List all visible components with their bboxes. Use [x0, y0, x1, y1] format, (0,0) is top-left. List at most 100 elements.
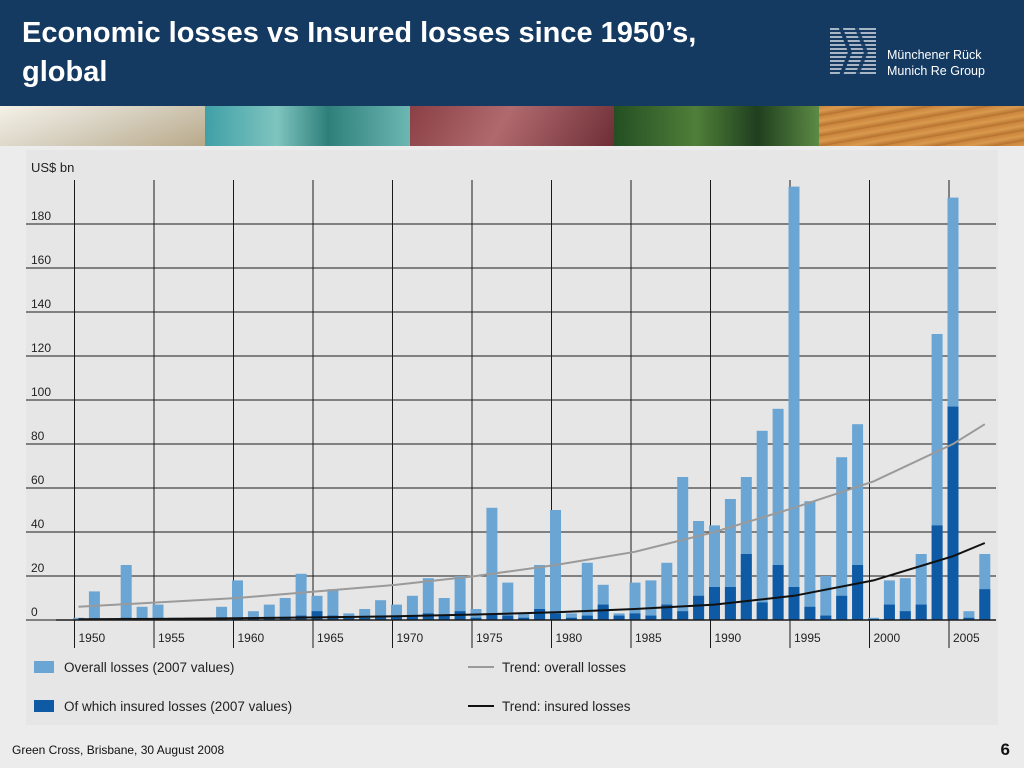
- bar-insured: [931, 525, 943, 620]
- legend-swatch: [34, 661, 54, 673]
- bar-overall: [486, 507, 498, 620]
- bar-insured: [915, 604, 927, 620]
- bar-overall: [915, 554, 927, 620]
- bar-insured: [963, 617, 975, 620]
- photo-forest: [614, 106, 820, 146]
- bar-overall: [359, 609, 371, 620]
- x-tick-label: 1995: [794, 631, 821, 645]
- y-tick-label: 60: [31, 473, 45, 487]
- x-tick-label: 1980: [556, 631, 583, 645]
- x-tick-label: 1975: [476, 631, 503, 645]
- footer-text: Green Cross, Brisbane, 30 August 2008: [12, 743, 225, 757]
- y-tick-label: 180: [31, 209, 51, 223]
- bar-overall: [852, 424, 864, 620]
- y-unit-label: US$ bn: [31, 160, 74, 175]
- bar-overall: [518, 613, 530, 620]
- y-tick-label: 0: [31, 605, 38, 619]
- logo-line-1: Münchener Rück: [887, 48, 982, 62]
- x-tick-label: 2005: [953, 631, 980, 645]
- photo-snow: [0, 106, 205, 146]
- bar-overall: [899, 578, 911, 620]
- legend-label: Overall losses (2007 values): [64, 660, 234, 675]
- y-tick-label: 80: [31, 429, 45, 443]
- axis-layer: US$ bn 0 20 40 60 80 100 120 140 160 180 1950 1955 19…: [31, 160, 996, 645]
- bar-insured: [518, 617, 530, 620]
- logo-wordmark: Münchener Rück Munich Re Group: [887, 47, 985, 79]
- bar-overall: [295, 573, 307, 620]
- bar-overall: [772, 408, 784, 620]
- photo-desert: [819, 106, 1024, 146]
- trend-layer: [78, 423, 986, 621]
- legend-layer: Overall losses (2007 values) Of which ins…: [34, 660, 631, 714]
- bar-overall: [232, 580, 243, 620]
- bar-insured: [391, 615, 402, 620]
- bar-insured: [470, 617, 482, 620]
- x-tick-label: 1950: [79, 631, 106, 645]
- bar-insured: [836, 595, 848, 620]
- bar-overall: [565, 613, 577, 620]
- bar-overall: [883, 580, 895, 620]
- x-tick-label: 1955: [158, 631, 185, 645]
- bar-overall: [645, 580, 657, 620]
- x-tick-label: 1990: [715, 631, 742, 645]
- bar-overall: [327, 589, 339, 620]
- bar-insured: [788, 587, 800, 620]
- bar-overall: [724, 499, 736, 620]
- bar-overall: [311, 595, 323, 620]
- bar-insured: [979, 589, 991, 620]
- bar-overall: [661, 562, 673, 620]
- bar-overall: [804, 501, 816, 620]
- bar-overall: [740, 477, 752, 620]
- bar-insured: [613, 615, 625, 620]
- legend-label: Trend: insured losses: [502, 699, 631, 714]
- bar-overall: [963, 611, 975, 620]
- bar-overall: [709, 525, 720, 620]
- bar-insured: [550, 613, 561, 620]
- bar-overall: [979, 554, 991, 620]
- bar-overall: [693, 521, 705, 620]
- bar-insured: [677, 611, 689, 620]
- bar-insured: [311, 611, 323, 620]
- bar-insured: [772, 565, 784, 620]
- bar-overall: [534, 565, 546, 620]
- bar-overall: [120, 565, 132, 620]
- bar-insured: [279, 617, 291, 620]
- bar-overall: [788, 186, 800, 620]
- bar-insured: [740, 554, 752, 620]
- bar-overall: [136, 606, 148, 620]
- bar-overall: [502, 582, 514, 620]
- bar-overall: [152, 604, 164, 620]
- y-tick-label: 100: [31, 385, 51, 399]
- bar-insured: [263, 617, 275, 620]
- bar-overall: [454, 576, 466, 620]
- photo-reef: [204, 106, 410, 146]
- legend-label: Trend: overall losses: [502, 660, 626, 675]
- bar-overall: [263, 604, 275, 620]
- bar-overall: [247, 611, 259, 620]
- bar-insured: [820, 615, 832, 620]
- trend-overall-line: [78, 423, 986, 608]
- bar-insured: [899, 611, 911, 620]
- bar-insured: [597, 604, 609, 620]
- bar-overall: [375, 600, 387, 620]
- bar-insured: [756, 602, 768, 620]
- bar-insured: [804, 606, 816, 620]
- title-line-1: Economic losses vs Insured losses since …: [22, 17, 697, 49]
- bars-layer: [73, 186, 991, 620]
- x-tick-label: 1985: [635, 631, 662, 645]
- bar-overall: [629, 582, 641, 620]
- y-tick-label: 20: [31, 561, 45, 575]
- bar-insured: [883, 604, 895, 620]
- bar-insured: [693, 595, 705, 620]
- bar-overall: [279, 598, 291, 620]
- bar-overall: [597, 584, 609, 620]
- bar-overall: [820, 576, 832, 620]
- bar-overall: [836, 457, 848, 620]
- bar-insured: [502, 615, 514, 620]
- bar-insured: [486, 613, 498, 620]
- y-tick-label: 120: [31, 341, 51, 355]
- munich-re-logo-icon: [830, 26, 876, 78]
- bar-overall: [931, 334, 943, 620]
- bar-insured: [709, 587, 720, 620]
- bar-insured: [406, 615, 418, 620]
